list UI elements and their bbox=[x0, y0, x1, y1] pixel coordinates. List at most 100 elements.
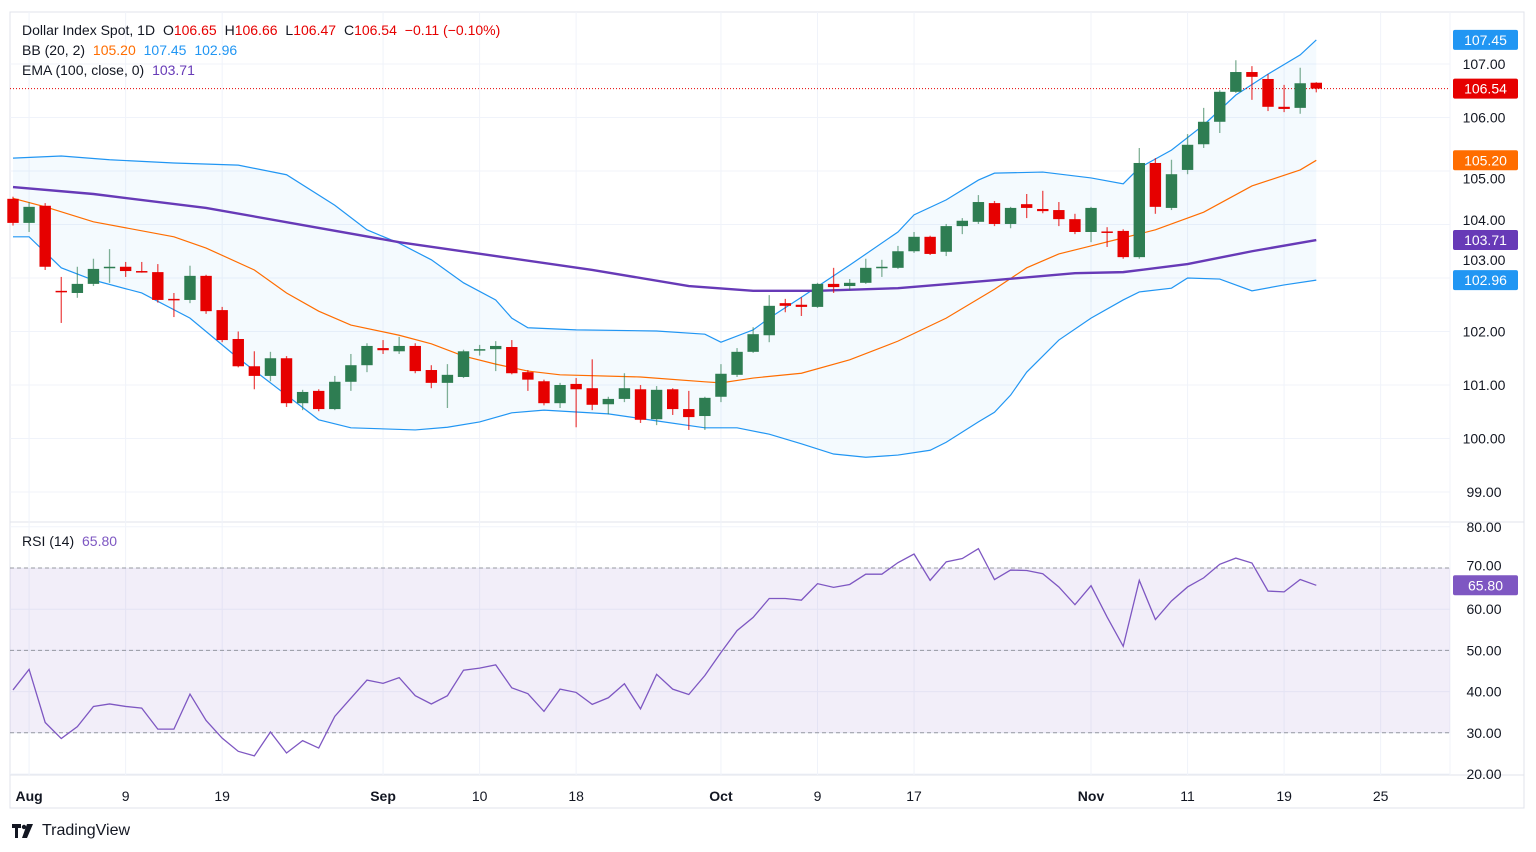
candle-body bbox=[409, 345, 421, 372]
candle-body bbox=[506, 347, 518, 374]
candle bbox=[136, 261, 148, 273]
price-badge-bg bbox=[1453, 150, 1518, 171]
candle bbox=[570, 378, 582, 428]
tradingview-logo[interactable]: TradingView bbox=[12, 822, 130, 840]
x-tick-label: 17 bbox=[906, 788, 922, 804]
candle bbox=[103, 249, 116, 283]
candles bbox=[7, 60, 1322, 430]
brand-name: TradingView bbox=[42, 822, 131, 839]
candle bbox=[1214, 90, 1226, 134]
candle-body bbox=[1246, 72, 1258, 77]
x-tick-label: 19 bbox=[214, 788, 230, 804]
candle-body bbox=[457, 351, 470, 377]
candle bbox=[1294, 67, 1306, 114]
candle bbox=[988, 200, 1001, 227]
price-badge-bg bbox=[1453, 29, 1518, 50]
price-tick-label: 103.00 bbox=[1463, 252, 1506, 268]
candle-body bbox=[1181, 144, 1194, 170]
ema-line bbox=[12, 185, 1317, 293]
candle-body bbox=[184, 275, 196, 300]
bb-legend[interactable]: BB (20, 2) 105.20 107.45 102.96 bbox=[22, 42, 241, 58]
rsi-badge: 65.80 bbox=[1468, 577, 1503, 593]
candle-body bbox=[200, 275, 212, 312]
candle bbox=[763, 295, 775, 343]
open-label: O bbox=[162, 22, 174, 38]
candle bbox=[972, 195, 985, 224]
candle bbox=[216, 306, 228, 343]
candle bbox=[1004, 206, 1017, 229]
ema-value: 103.71 bbox=[152, 62, 195, 78]
candle-body bbox=[1069, 219, 1081, 232]
candle bbox=[345, 353, 357, 391]
candle-body bbox=[280, 358, 293, 404]
price-badge: 105.20 bbox=[1464, 152, 1507, 168]
x-tick-label: 25 bbox=[1373, 788, 1389, 804]
candle-body bbox=[586, 388, 598, 405]
candle bbox=[586, 359, 598, 411]
rsi-line bbox=[12, 547, 1317, 757]
candle-body bbox=[1037, 208, 1049, 212]
candle bbox=[956, 218, 969, 235]
rsi-badge-bg bbox=[1453, 575, 1518, 596]
rsi-pane bbox=[10, 547, 1450, 757]
candle bbox=[699, 396, 711, 430]
candle-body bbox=[7, 198, 19, 223]
candle-body bbox=[1053, 210, 1065, 220]
candle bbox=[908, 231, 920, 253]
x-tick-label: Aug bbox=[15, 788, 42, 804]
candle bbox=[1085, 206, 1097, 243]
candle-body bbox=[168, 298, 180, 301]
rsi-tick-label: 30.00 bbox=[1466, 725, 1501, 741]
price-tick-label: 100.00 bbox=[1463, 431, 1506, 447]
candle bbox=[1053, 202, 1065, 227]
rsi-label: RSI (14) bbox=[22, 533, 75, 549]
x-tick-label: 18 bbox=[568, 788, 584, 804]
candle-body bbox=[795, 304, 808, 307]
candle-body bbox=[1214, 91, 1226, 122]
change-value: −0.11 (−0.10%) bbox=[404, 22, 501, 38]
candle bbox=[1101, 227, 1113, 247]
candle-body bbox=[1165, 174, 1178, 208]
price-badge: 102.96 bbox=[1464, 272, 1507, 288]
rsi-legend[interactable]: RSI (14) 65.80 bbox=[22, 533, 121, 549]
candle-body bbox=[634, 389, 647, 420]
close-value: 106.54 bbox=[354, 22, 397, 38]
candle bbox=[119, 261, 132, 277]
candle bbox=[39, 203, 51, 270]
candle bbox=[795, 297, 808, 316]
symbol-title[interactable]: Dollar Index Spot, 1D bbox=[22, 22, 156, 38]
candle-body bbox=[490, 345, 502, 350]
candle bbox=[248, 351, 261, 390]
candle-body bbox=[1101, 231, 1113, 233]
candle bbox=[522, 370, 534, 391]
ema-legend[interactable]: EMA (100, close, 0) 103.71 bbox=[22, 62, 199, 78]
candle bbox=[55, 276, 67, 323]
candle-body bbox=[1310, 82, 1322, 89]
candle bbox=[393, 336, 405, 354]
rsi-band-fill bbox=[10, 568, 1450, 733]
price-tick-label: 99.00 bbox=[1466, 484, 1501, 500]
candle bbox=[168, 292, 180, 318]
bollinger-bands bbox=[10, 39, 1450, 458]
candle-body bbox=[1085, 207, 1097, 232]
high-value: 106.66 bbox=[234, 22, 278, 38]
x-tick-label: 9 bbox=[122, 788, 130, 804]
candle bbox=[940, 223, 952, 257]
candle bbox=[506, 340, 518, 375]
candle bbox=[1165, 159, 1178, 211]
candle bbox=[779, 298, 792, 313]
candle bbox=[1278, 84, 1290, 113]
candle-body bbox=[1133, 162, 1145, 258]
candle-body bbox=[683, 409, 695, 418]
candle bbox=[666, 388, 679, 415]
candle-body bbox=[1117, 230, 1129, 258]
rsi-tick-label: 60.00 bbox=[1466, 601, 1501, 617]
price-badge-bg bbox=[1453, 230, 1518, 251]
candle bbox=[361, 343, 373, 373]
bb-label: BB (20, 2) bbox=[22, 42, 86, 58]
rsi-tick-label: 50.00 bbox=[1466, 642, 1501, 658]
chart-frame bbox=[9, 11, 1525, 809]
candle-body bbox=[892, 251, 904, 268]
candle bbox=[827, 267, 840, 293]
